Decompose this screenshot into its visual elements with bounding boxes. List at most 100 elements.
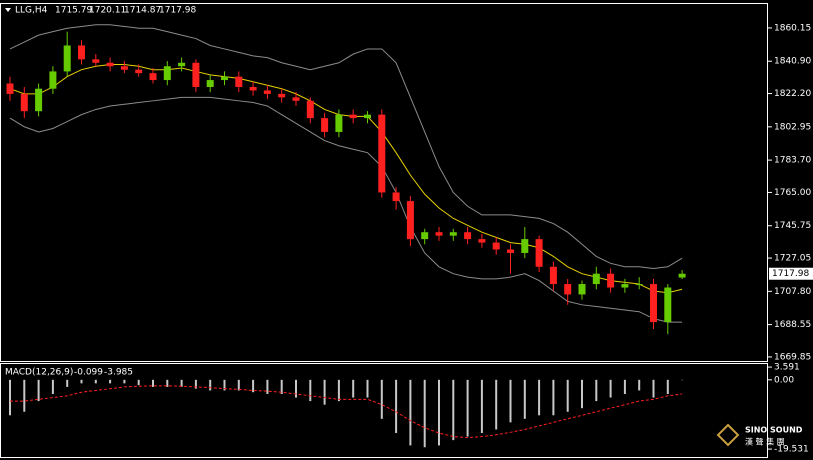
candle-body [192, 62, 200, 87]
y-tick-label: 1745.75 [774, 221, 811, 231]
macd-bar [266, 379, 269, 395]
candle-body [535, 239, 543, 267]
candle-body [35, 88, 43, 112]
macd-bar [94, 379, 97, 384]
macd-bar [51, 379, 54, 395]
price-panel [0, 3, 768, 362]
logo: SINO SOUND 漢 聲 集 團 [716, 423, 803, 447]
symbol: LLG,H4 [15, 6, 48, 16]
macd-bar [152, 379, 154, 387]
macd-bar [380, 379, 383, 419]
logo-brand: SINO SOUND [745, 426, 803, 435]
candle-body [178, 62, 186, 67]
candle-body [135, 69, 143, 74]
candle-body [378, 114, 386, 193]
macd-bar [395, 379, 398, 434]
candle-body [235, 76, 243, 87]
macd-main: -0.099 [74, 368, 103, 378]
candle-body [478, 239, 486, 243]
y-tick-label: 1765.00 [774, 188, 811, 198]
macd-bar [366, 379, 369, 398]
macd-bar [23, 379, 26, 412]
macd-bar [452, 379, 455, 441]
y-tick-label: 1727.05 [774, 254, 811, 264]
macd-bar [666, 379, 669, 395]
y-tick-label: 1860.15 [774, 23, 811, 33]
candle-body [678, 273, 686, 278]
candle-body [449, 232, 457, 236]
macd-bar [566, 379, 569, 412]
candle-body [106, 62, 114, 67]
macd-bar [523, 379, 526, 419]
macd-title: MACD(12,26,9) [5, 368, 73, 378]
candle-body [435, 232, 443, 236]
macd-bar [166, 379, 169, 387]
candle-body [492, 242, 500, 250]
candle-body [607, 273, 615, 288]
current-price: 1717.98 [772, 269, 809, 279]
candle-body [321, 118, 329, 132]
macd-bar [237, 379, 240, 391]
logo-chinese: 漢 聲 集 團 [745, 437, 785, 447]
candle-body [635, 284, 643, 286]
candle-body [421, 232, 429, 240]
macd-bar [37, 379, 40, 402]
macd-bar [438, 379, 440, 446]
macd-signal: -3.985 [104, 368, 133, 378]
candle-body [92, 59, 100, 63]
macd-bar [409, 379, 412, 446]
macd-bar [209, 379, 212, 391]
macd-bar [423, 379, 426, 448]
macd-bar [581, 379, 583, 409]
candle-body [6, 83, 14, 94]
candle-body [564, 284, 572, 295]
candle-body [578, 284, 586, 295]
macd-bar [280, 379, 283, 395]
macd-bar [652, 379, 655, 398]
candle-body [349, 114, 357, 119]
macd-bar [552, 379, 555, 416]
candle-body [292, 97, 300, 101]
macd-bar [180, 379, 183, 387]
y-tick-label: 1802.95 [774, 122, 811, 132]
y-tick-label: 1707.80 [774, 287, 811, 297]
candle-body [364, 114, 371, 119]
macd-bar [480, 379, 483, 434]
line [9, 64, 683, 294]
y-tick-label: 1688.55 [774, 320, 811, 330]
candle-body [507, 249, 514, 253]
macd-bar [495, 379, 498, 430]
macd-bar [80, 379, 83, 384]
ohlc-close: 1717.98 [159, 6, 196, 16]
candle-body [78, 45, 85, 60]
ohlc-low: 1714.87 [124, 6, 161, 16]
candle-body [521, 239, 529, 253]
macd-bar [123, 379, 126, 384]
ohlc-open: 1715.79 [55, 6, 92, 16]
line [10, 385, 683, 439]
macd-bar [66, 379, 69, 387]
macd-bar [223, 379, 226, 391]
macd-bar [623, 379, 626, 395]
candle-body [63, 45, 71, 72]
logo-icon [716, 423, 740, 447]
y-tick-label: 1783.70 [774, 156, 811, 166]
candle-body [621, 284, 629, 288]
macd-bar [9, 379, 11, 416]
candle-body [392, 192, 400, 202]
candle-body [650, 284, 657, 323]
candle-body [221, 76, 228, 81]
macd-panel [0, 363, 768, 458]
macd-bar [295, 379, 297, 398]
macd-bar [109, 379, 112, 384]
candle-body [206, 80, 214, 87]
macd-bar [538, 379, 541, 416]
macd-bar [466, 379, 469, 437]
ohlc-high: 1720.11 [89, 6, 126, 16]
macd-bar [337, 379, 340, 402]
y-tick-label: 1822.20 [774, 89, 811, 99]
candle-body [278, 93, 286, 98]
macd-bar [352, 379, 355, 398]
y-tick-label: 1669.85 [774, 352, 811, 362]
